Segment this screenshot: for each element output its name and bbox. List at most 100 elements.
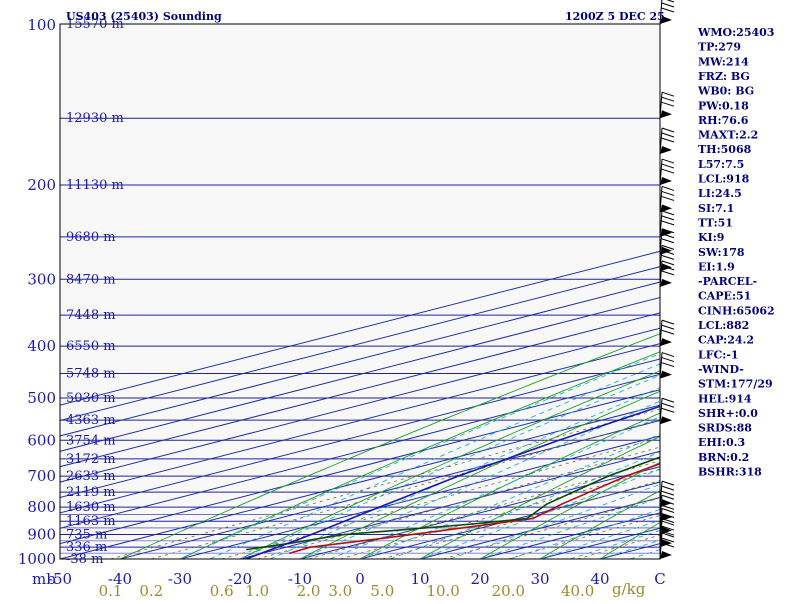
index-line: PW:0.18 xyxy=(698,99,749,112)
mixing-ratio-label: 0.2 xyxy=(139,582,163,600)
mixing-ratio-label: 0.1 xyxy=(99,582,123,600)
title-left: US403 (25403) Sounding xyxy=(66,10,222,23)
index-line: KI:9 xyxy=(698,231,724,244)
pressure-tick-label: 300 xyxy=(27,270,56,288)
height-label: 12930 m xyxy=(66,111,124,126)
pressure-unit-label: mb xyxy=(32,570,56,588)
temperature-tick-label: 30 xyxy=(530,570,549,588)
index-line: -PARCEL- xyxy=(698,275,757,288)
index-line: MW:214 xyxy=(698,55,749,68)
index-line: -WIND- xyxy=(698,363,744,376)
wind-barb xyxy=(660,128,674,154)
height-label: 5748 m xyxy=(66,366,116,381)
pressure-tick-label: 900 xyxy=(27,526,56,544)
index-line: SRDS:88 xyxy=(698,422,752,435)
index-line: SHR+:0.0 xyxy=(698,407,758,420)
temperature-point xyxy=(625,475,627,477)
height-label: 7448 m xyxy=(66,308,116,323)
wind-barb xyxy=(660,186,674,212)
index-line: LFC:-1 xyxy=(698,348,739,361)
index-line: FRZ: BG xyxy=(698,70,750,83)
height-label: 11130 m xyxy=(66,178,124,193)
dewpoint-point xyxy=(526,518,528,520)
temperature-point xyxy=(451,528,453,530)
wind-barb xyxy=(660,398,674,424)
index-line: CAP:24.2 xyxy=(698,334,754,347)
height-label: 4363 m xyxy=(66,413,116,428)
height-label: 5030 m xyxy=(66,391,116,406)
pressure-tick-label: 600 xyxy=(27,431,56,449)
height-label: -38 m xyxy=(66,552,103,567)
pressure-tick-label: 500 xyxy=(27,389,56,407)
pressure-tick-label: 800 xyxy=(27,498,56,516)
wind-barb xyxy=(660,92,674,118)
mixing-ratio-label: 1.0 xyxy=(245,582,269,600)
index-line: CINH:65062 xyxy=(698,304,775,317)
wind-barb xyxy=(660,261,674,287)
dewpoint-point xyxy=(607,475,609,477)
index-line: HEL:914 xyxy=(698,392,752,405)
temperature-point xyxy=(289,552,291,554)
parcel-point xyxy=(684,397,686,399)
parcel-point xyxy=(457,475,459,477)
height-label: 3754 m xyxy=(66,433,116,448)
temperature-point xyxy=(372,539,374,541)
index-line: L57:7.5 xyxy=(698,158,744,171)
index-line: EI:1.9 xyxy=(698,260,735,273)
dewpoint-point xyxy=(344,534,346,536)
index-line: SI:7.1 xyxy=(698,202,734,215)
height-label: 3172 m xyxy=(66,452,116,467)
index-line: CAPE:51 xyxy=(698,290,751,303)
pressure-tick-label: 700 xyxy=(27,467,56,485)
temperature-tick-label: -30 xyxy=(168,570,192,588)
wind-barb xyxy=(660,159,674,185)
index-line: SW:178 xyxy=(698,246,745,259)
index-line: TP:279 xyxy=(698,41,741,54)
mixing-ratio-label: 10.0 xyxy=(426,582,459,600)
index-line: EHI:0.3 xyxy=(698,436,745,449)
mixing-ratio-unit-label: g/kg xyxy=(612,580,646,598)
pressure-tick-label: 200 xyxy=(27,176,56,194)
height-label: 9680 m xyxy=(66,230,116,245)
index-line: TH:5068 xyxy=(698,143,752,156)
height-label: 8470 m xyxy=(66,272,116,287)
index-line: TT:51 xyxy=(698,216,733,229)
index-line: BSHR:318 xyxy=(698,466,762,479)
temperature-tick-label: 20 xyxy=(470,570,489,588)
pressure-tick-label: 1000 xyxy=(18,550,56,568)
mixing-ratio-label: 20.0 xyxy=(492,582,525,600)
height-label: 6550 m xyxy=(66,339,116,354)
wind-barb xyxy=(660,353,674,379)
index-line: WMO:25403 xyxy=(697,26,774,39)
height-label: 2633 m xyxy=(66,469,116,484)
dewpoint-point xyxy=(246,549,248,551)
index-line: RH:76.6 xyxy=(698,114,749,127)
mixing-ratio-label: 5.0 xyxy=(370,582,394,600)
dry-adiabat-line xyxy=(780,24,800,559)
pressure-tick-label: 400 xyxy=(27,337,56,355)
mixing-ratio-label: 0.6 xyxy=(210,582,234,600)
index-line: MAXT:2.2 xyxy=(698,129,758,142)
temperature-tick-label: 0 xyxy=(355,570,365,588)
dewpoint-point xyxy=(546,503,548,505)
temperature-point xyxy=(310,546,312,548)
parcel-point xyxy=(558,439,560,441)
dewpoint-point xyxy=(472,523,474,525)
title-right: 1200Z 5 DEC 25 xyxy=(565,10,665,23)
index-line: STM:177/29 xyxy=(698,378,773,391)
temperature-tick-label: C xyxy=(654,570,665,588)
plot-area xyxy=(60,24,660,559)
index-line: LCL:918 xyxy=(698,173,750,186)
parcel-point xyxy=(378,506,380,508)
pressure-tick-label: 100 xyxy=(27,16,56,34)
index-line: LCL:882 xyxy=(698,319,749,332)
mixing-ratio-label: 3.0 xyxy=(328,582,352,600)
parcel-point xyxy=(311,534,313,536)
mixing-ratio-label: 40.0 xyxy=(561,582,594,600)
index-line: WB0: BG xyxy=(697,85,754,98)
index-line: BRN:0.2 xyxy=(698,451,749,464)
wind-barb xyxy=(660,320,674,346)
height-label: 2119 m xyxy=(66,485,116,500)
